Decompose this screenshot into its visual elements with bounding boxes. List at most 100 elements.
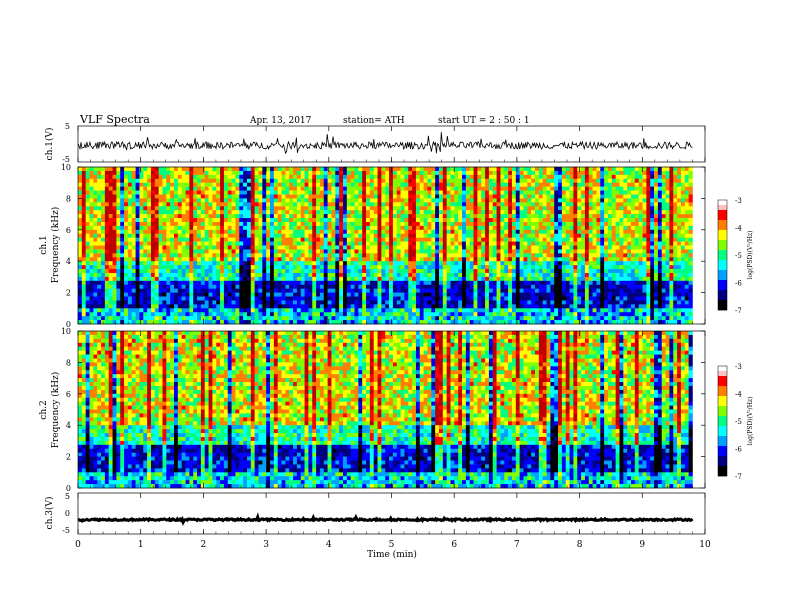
spectrogram-cell <box>204 210 209 215</box>
spectrogram-cell <box>277 214 282 219</box>
spectrogram-cell <box>427 288 432 293</box>
spectrogram-cell <box>135 225 140 231</box>
spectrogram-cell <box>227 190 232 195</box>
spectrogram-cell <box>281 167 286 172</box>
spectrogram-cell <box>377 284 382 289</box>
spectrogram-cell <box>216 241 221 246</box>
spectrogram-cell <box>381 170 386 176</box>
spectrogram-cell <box>442 167 447 172</box>
spectrogram-cell <box>531 229 536 235</box>
spectrogram-cell <box>204 167 209 172</box>
spectrogram-cell <box>127 280 133 286</box>
spectrogram-cell <box>492 202 497 207</box>
spectrogram-cell <box>116 257 121 262</box>
spectrogram-cell <box>162 272 167 278</box>
spectrogram-cell <box>112 308 117 313</box>
spectrogram-cell <box>108 214 113 219</box>
spectrogram-cell <box>458 225 463 231</box>
spectrogram-cell <box>174 214 179 219</box>
spectrogram-cell <box>78 249 83 254</box>
spectrogram-cell <box>362 214 367 219</box>
spectrogram-cell <box>508 174 513 180</box>
spectrogram-cell <box>220 167 225 172</box>
spectrogram-cell <box>296 233 302 238</box>
spectrogram-cell <box>243 257 248 262</box>
spectrogram-cell <box>81 194 86 199</box>
spectrogram-cell <box>500 198 505 203</box>
spectrogram-cell <box>101 280 106 286</box>
spectrogram-cell <box>488 206 494 211</box>
spectrogram-cell <box>81 241 86 246</box>
spectrogram-cell <box>316 300 321 305</box>
spectrogram-cell <box>200 167 206 172</box>
spectrogram-cell <box>319 265 325 270</box>
spectrogram-cell <box>250 280 255 286</box>
spectrogram-cell <box>212 312 217 317</box>
spectrogram-cell <box>158 257 163 262</box>
spectrogram-cell <box>250 320 255 325</box>
spectrogram-cell <box>197 316 202 321</box>
spectrogram-cell <box>174 210 179 215</box>
spectrogram-cell <box>377 288 382 293</box>
spectrogram-cell <box>308 245 313 250</box>
spectrogram-cell <box>385 170 390 176</box>
spectrogram-cell <box>415 237 421 242</box>
spectrogram-cell <box>446 233 451 238</box>
spectrogram-cell <box>150 312 156 317</box>
spectrogram-cell <box>300 257 305 262</box>
spectrogram-cell <box>174 245 179 250</box>
spectrogram-cell <box>538 194 543 199</box>
spectrogram-cell <box>285 186 290 191</box>
spectrogram-cell <box>373 296 378 301</box>
spectrogram-cell <box>369 206 375 211</box>
spectrogram-cell <box>139 174 144 180</box>
spectrogram-cell <box>170 194 175 199</box>
spectrogram-cell <box>189 218 194 223</box>
spectrogram-cell <box>220 320 225 325</box>
spectrogram-cell <box>350 214 355 219</box>
spectrogram-cell <box>85 178 90 183</box>
spectrogram-cell <box>296 296 302 301</box>
spectrogram-cell <box>181 210 186 215</box>
spectrogram-cell <box>281 174 286 180</box>
spectrogram-cell <box>450 174 455 180</box>
spectrogram-cell <box>331 202 336 207</box>
spectrogram-cell <box>366 312 371 317</box>
spectrogram-cell <box>504 221 509 227</box>
spectrogram-cell <box>469 300 474 305</box>
spectrogram-cell <box>346 229 351 235</box>
spectrogram-cell <box>204 300 209 305</box>
spectrogram-cell <box>200 210 206 215</box>
spectrogram-cell <box>377 280 382 286</box>
spectrogram-cell <box>508 280 513 286</box>
spectrogram-cell <box>492 229 497 235</box>
spectrogram-cell <box>404 186 409 191</box>
spectrogram-cell <box>262 253 267 258</box>
spectrogram-cell <box>162 182 167 187</box>
spectrogram-cell <box>97 214 102 219</box>
spectrogram-cell <box>143 312 148 317</box>
spectrogram-cell <box>523 206 528 211</box>
spectrogram-cell <box>373 280 378 286</box>
spectrogram-cell <box>231 249 236 254</box>
spectrogram-cell <box>212 257 217 262</box>
spectrogram-cell <box>227 194 232 199</box>
spectrogram-cell <box>477 253 482 258</box>
spectrogram-cell <box>346 280 351 286</box>
spectrogram-cell <box>500 190 505 195</box>
spectrogram-cell <box>538 280 543 286</box>
spectrogram-cell <box>446 229 451 235</box>
spectrogram-cell <box>323 190 328 195</box>
spectrogram-cell <box>538 206 543 211</box>
spectrogram-cell <box>458 214 463 219</box>
spectrogram-cell <box>200 276 206 282</box>
spectrogram-cell <box>281 320 286 325</box>
spectrogram-cell <box>120 276 125 282</box>
spectrogram-cell <box>308 190 313 195</box>
spectrogram-cell <box>381 206 386 211</box>
spectrogram-cell <box>212 221 217 227</box>
spectrogram-cell <box>150 178 156 183</box>
spectrogram-cell <box>519 218 524 223</box>
spectrogram-cell <box>400 257 405 262</box>
spectrogram-cell <box>423 233 428 238</box>
